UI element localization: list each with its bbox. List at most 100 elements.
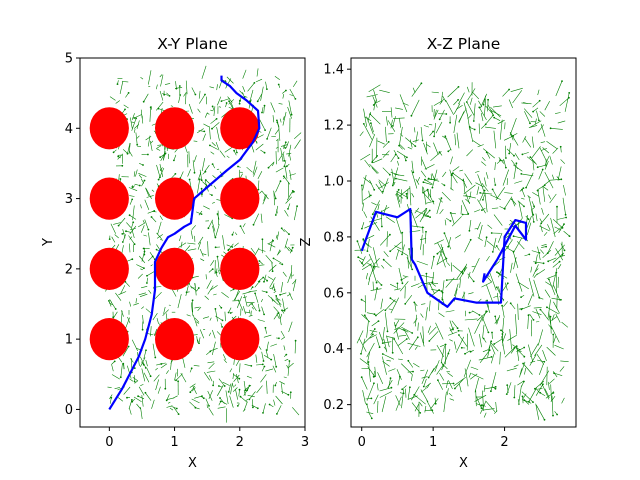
tree-node (560, 298, 562, 301)
tree-node (200, 213, 203, 216)
tree-edge (423, 187, 427, 205)
tree-edge (468, 327, 475, 347)
tree-edge (198, 210, 203, 216)
tree-edge (160, 151, 166, 161)
tree-edge (371, 167, 378, 174)
tree-edge (433, 101, 442, 106)
tree-edge (115, 100, 120, 104)
tree-edge (535, 308, 541, 319)
tree-edge (145, 188, 152, 199)
tree-edge (398, 126, 403, 147)
tree-edge (453, 114, 458, 133)
tree-edge (240, 225, 245, 235)
tree-edge (257, 93, 262, 102)
tree-node (428, 209, 431, 212)
tree-node (256, 100, 259, 103)
tree-edge (490, 194, 501, 200)
tree-node (494, 184, 497, 186)
tree-edge (158, 108, 165, 111)
tree-node (151, 255, 154, 258)
tree-node (143, 253, 146, 256)
tree-node (492, 114, 494, 117)
tree-edge (514, 385, 516, 398)
tree-node (357, 256, 360, 259)
tree-edge (275, 234, 278, 239)
tree-node (236, 151, 238, 154)
tree-edge (513, 257, 517, 270)
tree-edge (217, 96, 222, 106)
tree-edge (137, 395, 145, 400)
tree-edge (455, 234, 461, 239)
tree-node (407, 359, 410, 362)
tree-node (521, 153, 524, 156)
tree-edge (426, 400, 434, 414)
tree-edge (449, 339, 453, 342)
tree-node (274, 384, 277, 387)
tree-node (427, 177, 430, 180)
tree-edge (273, 399, 276, 406)
tree-edge (521, 391, 534, 403)
tree-edge (208, 407, 214, 416)
tree-edge (141, 368, 146, 382)
tree-edge (180, 171, 184, 179)
tree-edge (222, 354, 227, 360)
tree-node (376, 155, 378, 157)
tree-node (127, 92, 130, 94)
tree-edge (527, 294, 533, 306)
tree-node (281, 309, 283, 312)
tree-node (110, 396, 113, 399)
tree-edge (400, 363, 413, 375)
tree-node (142, 247, 145, 250)
tree-node (397, 188, 400, 191)
tree-edge (397, 376, 401, 386)
tree-node (378, 346, 381, 349)
tree-edge (140, 109, 143, 119)
tree-edge (408, 360, 414, 368)
tree-edge (178, 94, 181, 103)
tree-node (119, 178, 122, 180)
tree-node (561, 80, 563, 82)
xz-z-axis-label: Z (299, 237, 314, 246)
tree-edge (554, 226, 562, 231)
tree-edge (535, 118, 537, 125)
tree-node (264, 129, 266, 132)
tree-edge (217, 406, 226, 409)
tree-edge (540, 249, 545, 254)
tree-node (508, 152, 511, 155)
tree-edge (122, 363, 125, 370)
tree-edge (493, 130, 497, 149)
tree-edge (504, 347, 515, 358)
tree-node (387, 141, 390, 143)
tree-edge (450, 212, 456, 215)
tree-node (495, 286, 498, 289)
tree-edge (490, 372, 497, 392)
tree-edge (440, 345, 445, 364)
tree-edge (423, 125, 429, 128)
tree-edge (372, 158, 383, 164)
tree-edge (279, 118, 282, 123)
tree-edge (166, 370, 169, 374)
xy-y-axis-label: Y (41, 238, 56, 247)
tree-edge (479, 190, 485, 202)
tree-node (126, 152, 129, 155)
tree-edge (436, 198, 442, 214)
tree-edge (401, 276, 407, 281)
tree-edge (414, 301, 417, 312)
tree-edge (274, 76, 280, 80)
tree-edge (534, 344, 543, 356)
tree-edge (216, 127, 220, 141)
tree-edge (109, 397, 112, 404)
tree-edge (186, 314, 191, 317)
tree-edge (380, 298, 383, 310)
tree-node (211, 268, 214, 270)
tree-edge (382, 353, 395, 360)
tree-node (420, 82, 423, 85)
tree-node (154, 356, 157, 359)
tree-edge (466, 101, 475, 116)
tree-node (523, 205, 525, 208)
tree-edge (541, 207, 544, 215)
tree-node (229, 312, 232, 314)
tree-edge (209, 317, 212, 321)
tree-node (178, 85, 181, 87)
tree-edge (536, 184, 545, 191)
